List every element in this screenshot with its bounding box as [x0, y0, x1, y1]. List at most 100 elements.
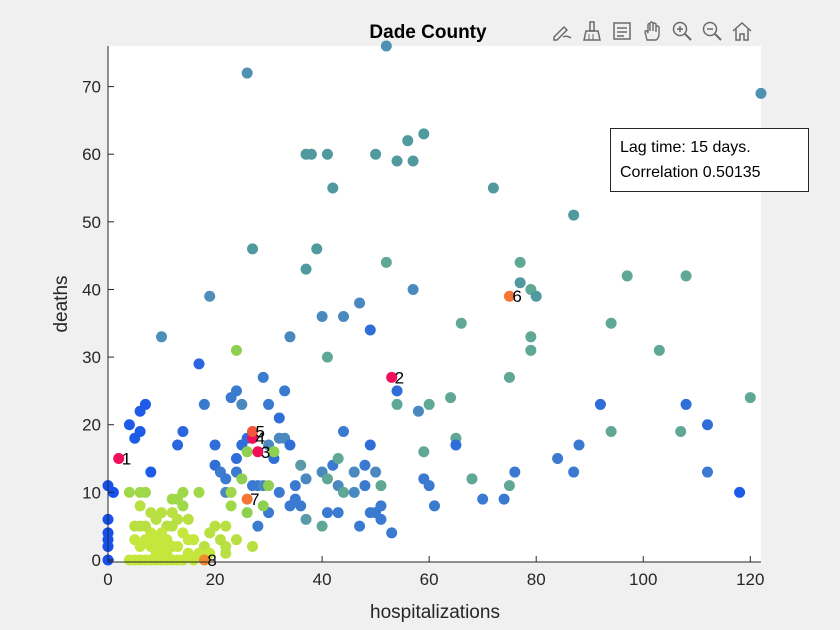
data-point [418, 128, 430, 140]
data-point [263, 398, 275, 410]
lag-time-text: Lag time: 15 days. [620, 139, 751, 156]
data-point [311, 243, 323, 255]
labeled-point-8 [198, 554, 210, 566]
data-point [161, 554, 173, 566]
data-point [123, 419, 135, 431]
data-point [503, 371, 515, 383]
zoom-out-icon[interactable] [698, 17, 726, 45]
data-point [605, 317, 617, 329]
data-point [375, 480, 387, 492]
data-point [273, 486, 285, 498]
data-point [477, 493, 489, 505]
data-point [680, 398, 692, 410]
data-point [295, 500, 307, 512]
data-point [279, 385, 291, 397]
data-point [257, 371, 269, 383]
data-point [300, 263, 312, 275]
data-point [364, 439, 376, 451]
labeled-point-5 [247, 425, 259, 437]
data-point [214, 534, 226, 546]
x-tick-label: 0 [103, 570, 112, 589]
data-point [407, 155, 419, 167]
point-label-4: 4 [256, 429, 265, 448]
data-point [225, 486, 237, 498]
data-point [391, 398, 403, 410]
data-point [552, 453, 564, 465]
data-point [321, 473, 333, 485]
labeled-point-2 [386, 371, 398, 383]
data-point [429, 500, 440, 512]
y-tick-label: 30 [82, 348, 101, 367]
data-point [568, 209, 580, 221]
y-tick-label: 20 [82, 416, 101, 435]
data-point [172, 554, 184, 566]
data-point [321, 507, 333, 519]
data-point [755, 87, 767, 99]
data-point [680, 270, 692, 282]
data-point [220, 520, 232, 532]
pan-icon[interactable] [638, 17, 666, 45]
data-point [177, 425, 189, 437]
zoom-in-icon[interactable] [668, 17, 696, 45]
chart-title: Dade County [369, 22, 487, 43]
data-point [734, 486, 746, 498]
x-tick-label: 40 [313, 570, 332, 589]
data-point [182, 513, 194, 525]
data-point [487, 182, 499, 194]
data-point [166, 507, 178, 519]
data-point [348, 486, 360, 498]
data-point [423, 480, 435, 492]
data-point [675, 425, 687, 437]
data-point [156, 331, 168, 343]
data-tips-icon[interactable] [608, 17, 636, 45]
data-point [166, 493, 178, 505]
data-point [257, 500, 269, 512]
data-point [455, 317, 467, 329]
data-point [220, 547, 232, 559]
point-label-5: 5 [256, 422, 265, 441]
data-point [230, 385, 242, 397]
data-point [236, 398, 248, 410]
data-point [375, 513, 387, 525]
data-point [289, 480, 301, 492]
data-point [247, 540, 259, 552]
data-point [241, 67, 253, 79]
data-point [209, 439, 221, 451]
data-point [370, 148, 382, 160]
data-point [701, 466, 713, 478]
brush-icon[interactable] [578, 17, 606, 45]
data-point [514, 256, 526, 268]
data-point [354, 297, 366, 309]
data-point [284, 331, 296, 343]
data-point [145, 466, 157, 478]
x-tick-label: 100 [629, 570, 657, 589]
x-tick-label: 20 [206, 570, 225, 589]
data-point [514, 277, 526, 289]
data-point [701, 419, 713, 431]
data-point [605, 425, 617, 437]
data-point [450, 439, 462, 451]
data-point [236, 473, 248, 485]
data-point [316, 311, 328, 323]
point-label-3: 3 [261, 443, 270, 462]
data-point [204, 290, 216, 302]
data-point [300, 473, 312, 485]
home-icon[interactable] [728, 17, 756, 45]
data-point [316, 520, 328, 532]
correlation-text: Correlation 0.50135 [620, 164, 761, 181]
data-point [204, 527, 216, 539]
data-point [134, 425, 146, 437]
data-point [348, 466, 360, 478]
data-point [230, 344, 242, 356]
edit-icon[interactable] [548, 17, 576, 45]
data-point [332, 453, 344, 465]
data-point [263, 480, 275, 492]
data-point [225, 500, 237, 512]
data-point [359, 480, 371, 492]
ticks-layer: 0 20 40 60 80 100 120 0 10 20 30 40 50 60 70 [82, 78, 764, 589]
data-point [380, 40, 392, 52]
data-point [134, 486, 146, 498]
y-tick-label: 70 [82, 78, 101, 97]
data-point [327, 182, 339, 194]
data-point [123, 486, 135, 498]
